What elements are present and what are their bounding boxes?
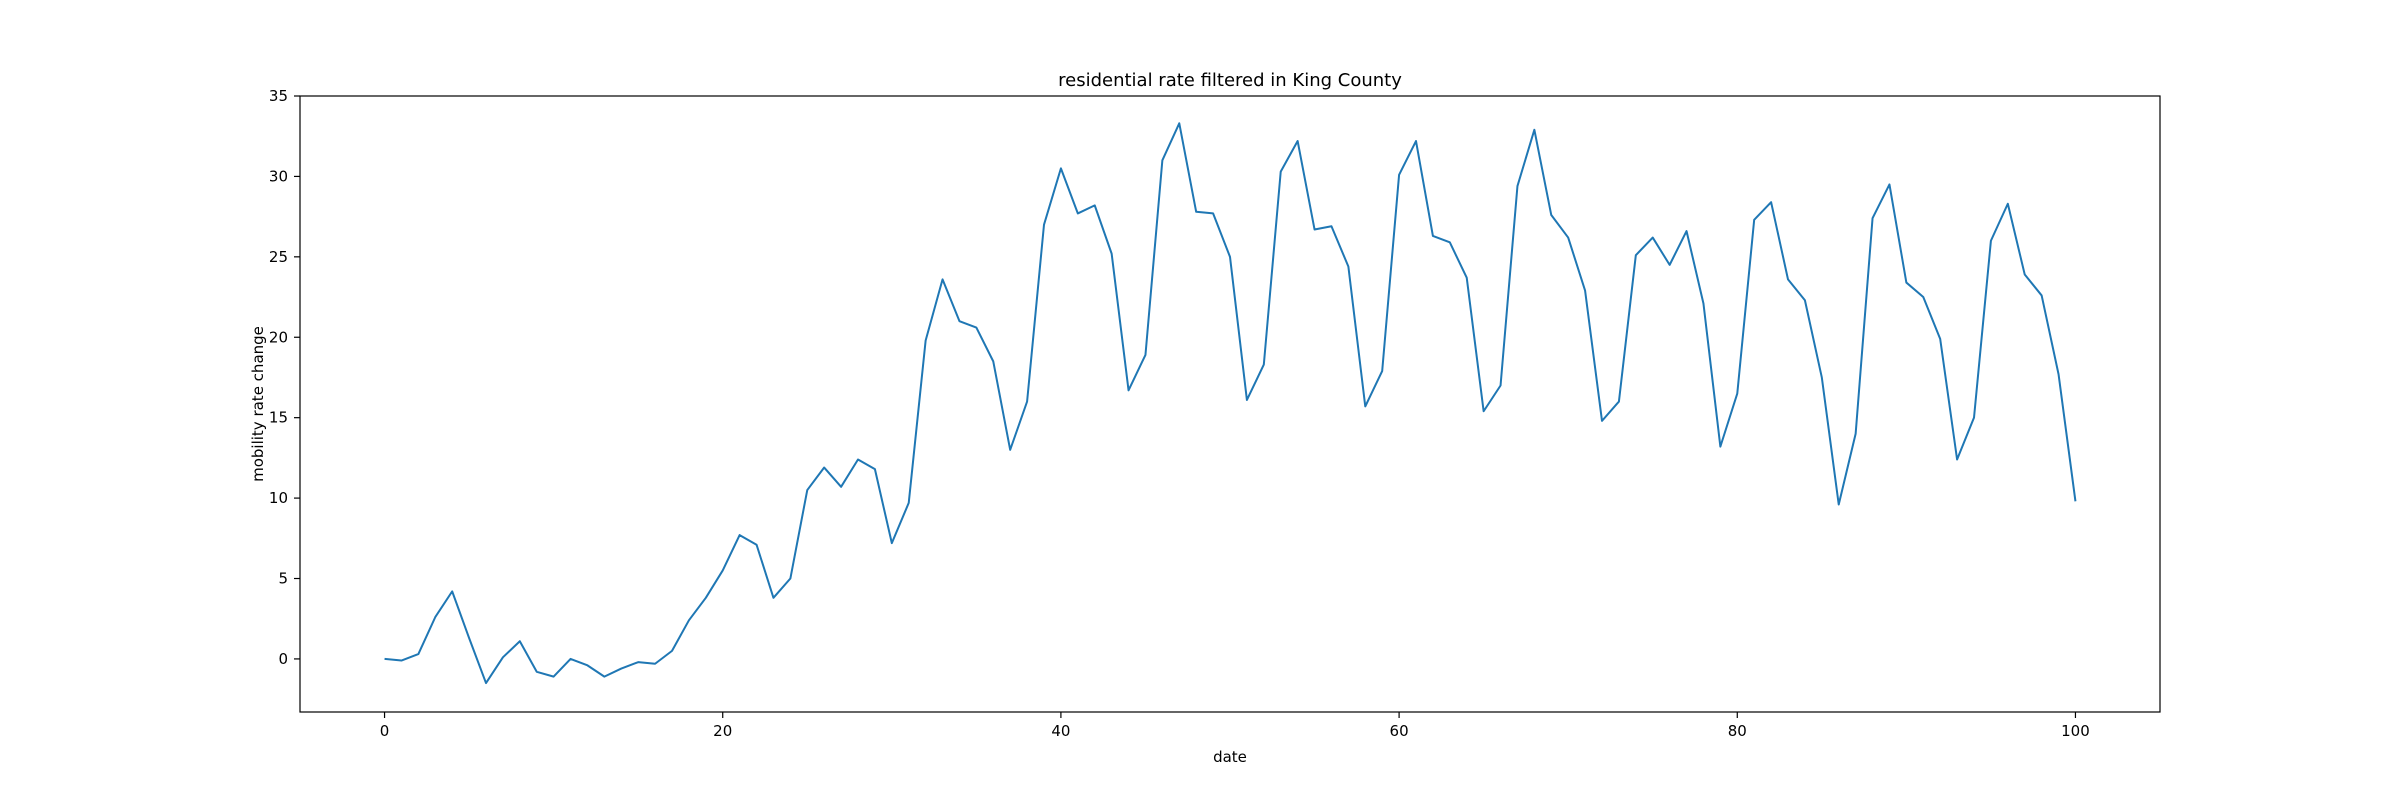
plot-frame [300,96,2160,712]
y-tick-label: 0 [278,650,288,668]
plot-area [300,96,2160,712]
y-tick-label: 30 [269,167,288,185]
x-tick-label: 80 [1728,722,1747,740]
y-tick-label: 35 [269,87,288,105]
x-axis: 0 20 40 60 80 100 [380,712,2090,740]
x-tick-label: 0 [380,722,390,740]
series-line [385,123,2076,683]
y-axis-label: mobility rate change [249,326,267,482]
y-tick-label: 10 [269,489,288,507]
y-tick-label: 20 [269,328,288,346]
chart-title: residential rate filtered in King County [1058,70,1402,91]
x-tick-label: 100 [2061,722,2090,740]
y-tick-label: 15 [269,409,288,427]
x-tick-label: 40 [1051,722,1070,740]
x-tick-label: 60 [1390,722,1409,740]
x-tick-label: 20 [713,722,732,740]
y-tick-label: 5 [278,570,288,588]
y-axis: 0 5 10 15 20 25 30 35 [269,87,300,668]
y-tick-label: 25 [269,248,288,266]
x-axis-label: date [1213,748,1247,766]
